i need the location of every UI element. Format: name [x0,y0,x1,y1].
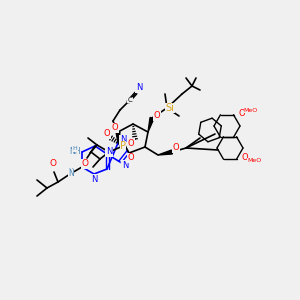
Text: N: N [68,169,74,178]
Polygon shape [158,150,172,155]
Text: O: O [154,112,160,121]
Text: MeO: MeO [244,107,258,112]
Text: N: N [136,83,142,92]
Polygon shape [116,132,120,143]
Text: NH: NH [69,148,81,157]
Text: O: O [239,110,245,118]
Text: N: N [122,160,128,169]
Text: O: O [112,124,118,133]
Text: P: P [120,141,126,151]
Text: O: O [50,160,56,169]
Text: C: C [128,97,132,103]
Text: O: O [128,139,134,148]
Text: O: O [173,143,179,152]
Polygon shape [148,118,154,132]
Text: H: H [69,167,74,172]
Text: H: H [73,146,77,152]
Text: O: O [128,154,134,163]
Text: N: N [120,136,126,145]
Text: N: N [106,148,112,157]
Text: N: N [91,175,97,184]
Text: Si: Si [166,103,174,113]
Text: O: O [82,160,88,169]
Text: O: O [242,154,248,163]
Text: O: O [104,130,110,139]
Text: MeO: MeO [247,158,261,164]
